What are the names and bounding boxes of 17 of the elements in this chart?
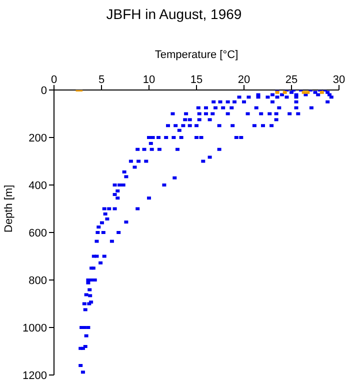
x-tick-label: 20	[238, 74, 250, 86]
x-tick-label: 10	[142, 74, 156, 86]
x-tick-label: 30	[332, 74, 346, 86]
x-axis-title: Temperature [°C]	[154, 48, 238, 61]
y-tick-label: 600	[28, 227, 47, 240]
y-tick-label: 400	[28, 180, 47, 192]
y-tick-label: 1200	[22, 370, 47, 382]
y-tick-label: 1000	[22, 322, 47, 334]
x-tick-label: 15	[190, 74, 203, 86]
x-tick-label: 5	[98, 74, 105, 86]
y-tick-label: 200	[28, 132, 47, 144]
y-tick-label: 800	[28, 274, 47, 287]
x-tick-label: 0	[50, 74, 58, 86]
y-axis-title: Depth [m]	[2, 184, 15, 232]
y-tick-label: 0	[40, 84, 47, 97]
x-tick-label: 25	[285, 74, 298, 86]
chart-title: JBFH in August, 1969	[105, 6, 243, 22]
